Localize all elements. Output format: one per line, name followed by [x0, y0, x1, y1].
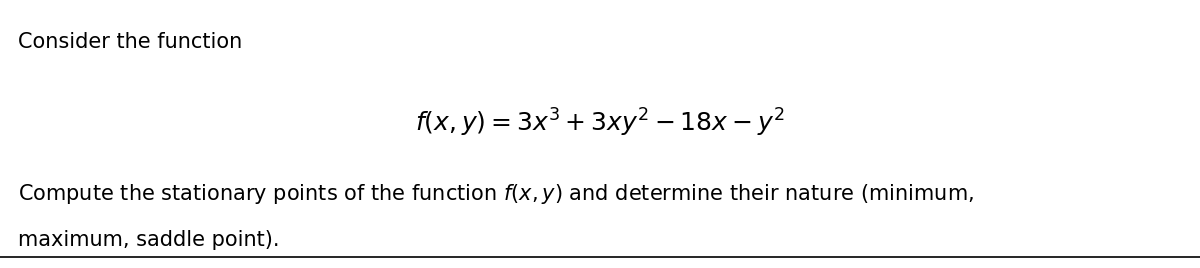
Text: Compute the stationary points of the function $f(x, y)$ and determine their natu: Compute the stationary points of the fun…	[18, 182, 974, 206]
Text: $f(x, y) = 3x^3 + 3xy^2 - 18x - y^2$: $f(x, y) = 3x^3 + 3xy^2 - 18x - y^2$	[415, 107, 785, 139]
Text: Consider the function: Consider the function	[18, 32, 242, 52]
Text: maximum, saddle point).: maximum, saddle point).	[18, 230, 280, 251]
